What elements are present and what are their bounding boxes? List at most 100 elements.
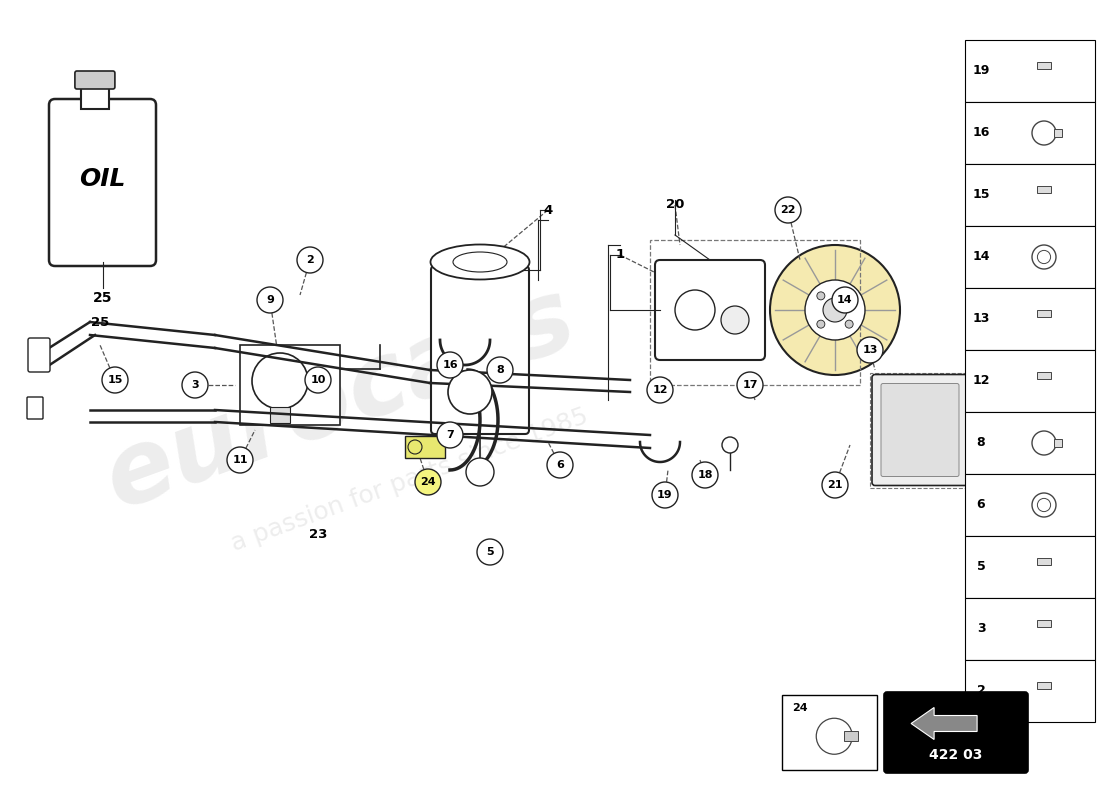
Circle shape xyxy=(477,539,503,565)
Text: 22: 22 xyxy=(780,205,795,215)
Circle shape xyxy=(722,437,738,453)
Circle shape xyxy=(437,352,463,378)
FancyBboxPatch shape xyxy=(884,692,1028,773)
FancyBboxPatch shape xyxy=(965,102,1094,164)
Text: 6: 6 xyxy=(557,460,564,470)
FancyBboxPatch shape xyxy=(845,731,858,742)
Circle shape xyxy=(817,320,825,328)
FancyBboxPatch shape xyxy=(965,598,1094,660)
Circle shape xyxy=(675,290,715,330)
FancyBboxPatch shape xyxy=(965,288,1094,350)
Text: 10: 10 xyxy=(310,375,326,385)
Text: 20: 20 xyxy=(666,198,684,211)
Circle shape xyxy=(227,447,253,473)
Text: 17: 17 xyxy=(742,380,758,390)
Circle shape xyxy=(817,292,825,300)
FancyBboxPatch shape xyxy=(75,71,114,89)
Circle shape xyxy=(822,472,848,498)
FancyBboxPatch shape xyxy=(965,40,1094,102)
FancyBboxPatch shape xyxy=(965,226,1094,288)
Text: 5: 5 xyxy=(486,547,494,557)
Text: 8: 8 xyxy=(977,437,986,450)
Text: a passion for parts since 1985: a passion for parts since 1985 xyxy=(228,404,592,556)
FancyBboxPatch shape xyxy=(1037,62,1050,69)
Text: 15: 15 xyxy=(108,375,123,385)
Text: 8: 8 xyxy=(496,365,504,375)
Text: eurocars: eurocars xyxy=(91,270,588,530)
Circle shape xyxy=(305,367,331,393)
Circle shape xyxy=(547,452,573,478)
FancyBboxPatch shape xyxy=(270,407,290,423)
FancyBboxPatch shape xyxy=(1037,372,1050,379)
Circle shape xyxy=(257,287,283,313)
Text: 13: 13 xyxy=(862,345,878,355)
Text: 24: 24 xyxy=(792,703,807,713)
Ellipse shape xyxy=(430,245,529,279)
FancyBboxPatch shape xyxy=(1054,439,1062,447)
Circle shape xyxy=(692,462,718,488)
Text: 12: 12 xyxy=(652,385,668,395)
Circle shape xyxy=(845,320,854,328)
Circle shape xyxy=(1037,250,1050,264)
FancyBboxPatch shape xyxy=(28,397,43,419)
Text: 18: 18 xyxy=(697,470,713,480)
Circle shape xyxy=(437,422,463,448)
FancyBboxPatch shape xyxy=(881,383,959,477)
Text: 4: 4 xyxy=(543,203,552,217)
Circle shape xyxy=(816,718,853,754)
Text: 422 03: 422 03 xyxy=(930,748,982,762)
Circle shape xyxy=(252,353,308,409)
Circle shape xyxy=(776,197,801,223)
Text: 16: 16 xyxy=(442,360,458,370)
Text: OIL: OIL xyxy=(79,167,125,191)
Circle shape xyxy=(770,245,900,375)
FancyBboxPatch shape xyxy=(1037,186,1050,193)
Text: 23: 23 xyxy=(309,529,327,542)
Text: 2: 2 xyxy=(977,685,986,698)
FancyBboxPatch shape xyxy=(965,164,1094,226)
Circle shape xyxy=(805,280,865,340)
Text: 9: 9 xyxy=(266,295,274,305)
Text: 16: 16 xyxy=(972,126,990,139)
Polygon shape xyxy=(911,707,977,739)
Text: 14: 14 xyxy=(972,250,990,263)
Circle shape xyxy=(415,469,441,495)
Text: 3: 3 xyxy=(191,380,199,390)
FancyBboxPatch shape xyxy=(965,350,1094,412)
FancyBboxPatch shape xyxy=(1037,620,1050,627)
Circle shape xyxy=(720,306,749,334)
Text: 21: 21 xyxy=(827,480,843,490)
FancyBboxPatch shape xyxy=(240,345,340,425)
Circle shape xyxy=(1032,121,1056,145)
Text: 19: 19 xyxy=(657,490,673,500)
Circle shape xyxy=(647,377,673,403)
FancyBboxPatch shape xyxy=(654,260,764,360)
Text: 2: 2 xyxy=(306,255,313,265)
FancyBboxPatch shape xyxy=(965,474,1094,536)
Circle shape xyxy=(487,357,513,383)
FancyBboxPatch shape xyxy=(405,436,446,458)
Circle shape xyxy=(1032,245,1056,269)
FancyBboxPatch shape xyxy=(1054,129,1062,137)
Circle shape xyxy=(448,370,492,414)
Circle shape xyxy=(857,337,883,363)
FancyBboxPatch shape xyxy=(1037,310,1050,317)
Ellipse shape xyxy=(453,252,507,272)
Circle shape xyxy=(1037,498,1050,512)
FancyBboxPatch shape xyxy=(782,695,877,770)
FancyBboxPatch shape xyxy=(431,266,529,434)
Text: 15: 15 xyxy=(972,189,990,202)
FancyBboxPatch shape xyxy=(50,99,156,266)
FancyBboxPatch shape xyxy=(965,660,1094,722)
FancyBboxPatch shape xyxy=(1037,682,1050,689)
Text: 24: 24 xyxy=(420,477,436,487)
Text: 1: 1 xyxy=(615,249,625,262)
FancyBboxPatch shape xyxy=(28,338,50,372)
Circle shape xyxy=(297,247,323,273)
Text: 14: 14 xyxy=(837,295,852,305)
Circle shape xyxy=(408,440,422,454)
Circle shape xyxy=(845,292,854,300)
Circle shape xyxy=(102,367,128,393)
Circle shape xyxy=(182,372,208,398)
Text: 25: 25 xyxy=(92,291,112,305)
